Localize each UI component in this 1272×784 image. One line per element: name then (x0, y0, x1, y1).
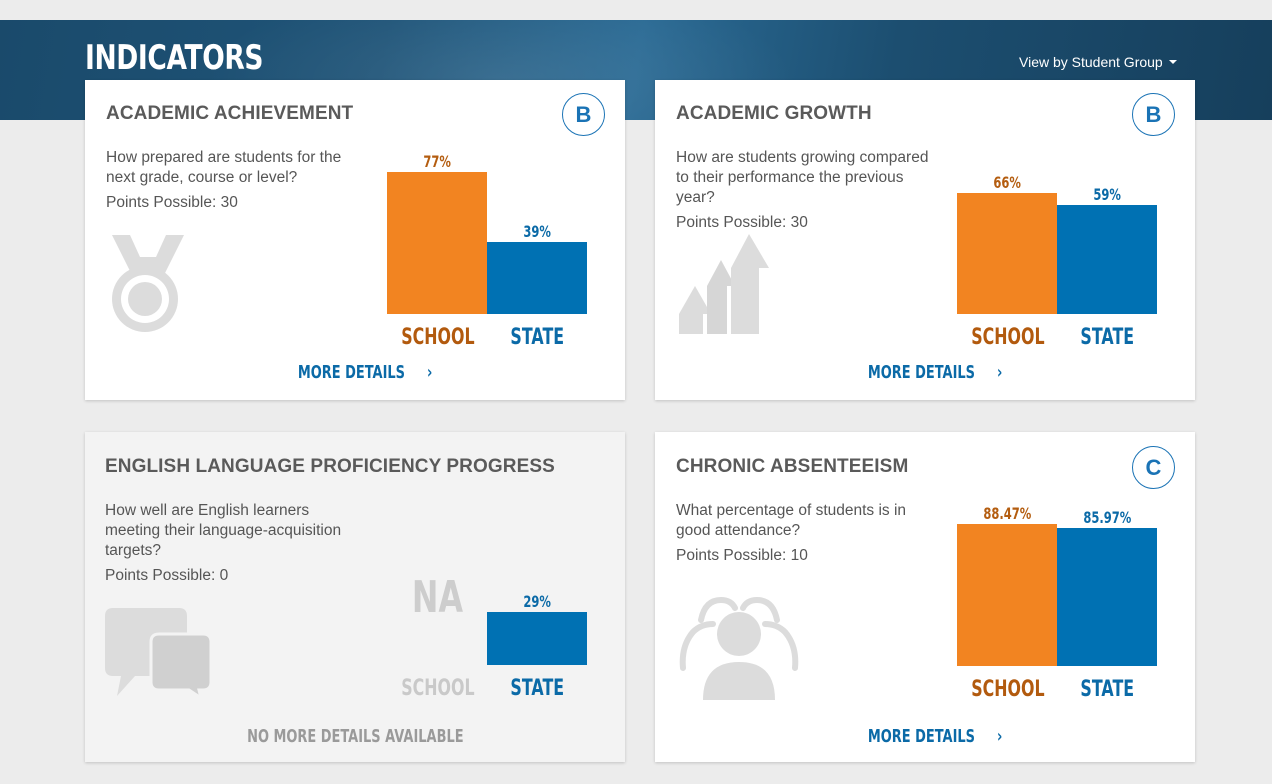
view-by-label: View by Student Group (1019, 54, 1163, 70)
grade-badge: B (562, 93, 605, 136)
school-bar (387, 172, 487, 314)
school-value-label: 77% (423, 152, 451, 172)
state-axis-label: STATE (510, 325, 564, 350)
more-details-link[interactable]: MORE DETAILS › (655, 362, 1195, 383)
more-details-label: MORE DETAILS (867, 726, 975, 747)
school-bar (957, 524, 1057, 666)
state-value-label: 29% (523, 591, 551, 611)
points-possible: Points Possible: 30 (106, 194, 238, 211)
more-details-link[interactable]: MORE DETAILS › (655, 726, 1195, 747)
card-chronic-absenteeism: CHRONIC ABSENTEEISM C What percentage of… (655, 432, 1195, 762)
card-question: What percentage of students is in good a… (676, 502, 907, 539)
card-english-language-proficiency: ENGLISH LANGUAGE PROFICIENCY PROGRESS Ho… (85, 432, 625, 762)
caret-down-icon (1168, 60, 1177, 64)
state-bar (487, 611, 587, 665)
school-axis-label: SCHOOL (971, 325, 1045, 350)
state-axis-label: STATE (1080, 677, 1134, 702)
points-possible: Points Possible: 10 (676, 547, 808, 564)
card-description: How prepared are students for the next g… (106, 148, 366, 213)
card-title: CHRONIC ABSENTEEISM (676, 456, 909, 477)
card-description: What percentage of students is in good a… (676, 501, 931, 566)
school-value-label: 66% (993, 172, 1021, 192)
speech-bubbles-icon (105, 608, 211, 698)
school-bar (957, 192, 1057, 314)
school-axis-label: SCHOOL (401, 676, 475, 701)
school-na-value: NA (411, 572, 463, 623)
more-details-label: MORE DETAILS (297, 362, 405, 383)
growth-arrows-icon (679, 234, 769, 334)
state-value-label: 85.97% (1083, 508, 1131, 528)
state-axis-label: STATE (1080, 325, 1134, 350)
school-value-label: 88.47% (983, 504, 1031, 524)
state-bar (1057, 205, 1157, 314)
page-title: INDICATORS (85, 38, 264, 78)
card-question: How are students growing compared to the… (676, 149, 929, 206)
points-possible: Points Possible: 30 (676, 214, 808, 231)
view-by-student-group-dropdown[interactable]: View by Student Group (1019, 54, 1177, 70)
chevron-right-icon: › (996, 362, 1003, 383)
card-title: ACADEMIC ACHIEVEMENT (106, 103, 354, 124)
card-title: ACADEMIC GROWTH (676, 103, 872, 124)
state-value-label: 59% (1093, 185, 1121, 205)
grade-badge: B (1132, 93, 1175, 136)
no-more-details-label: NO MORE DETAILS AVAILABLE (246, 726, 464, 747)
card-description: How are students growing compared to the… (676, 148, 931, 233)
school-axis-label: SCHOOL (971, 677, 1045, 702)
more-details-label: MORE DETAILS (867, 362, 975, 383)
state-bar (1057, 528, 1157, 666)
medal-icon (112, 235, 184, 332)
card-academic-achievement: ACADEMIC ACHIEVEMENT B How prepared are … (85, 80, 625, 400)
state-axis-label: STATE (510, 676, 564, 701)
chevron-right-icon: › (426, 362, 433, 383)
card-question: How prepared are students for the next g… (106, 149, 342, 186)
state-bar (487, 242, 587, 314)
card-question: How well are English learners meeting th… (105, 502, 342, 559)
people-group-icon (679, 596, 799, 700)
school-axis-label: SCHOOL (401, 325, 475, 350)
chevron-right-icon: › (996, 726, 1003, 747)
grade-badge: C (1132, 446, 1175, 489)
more-details-link[interactable]: MORE DETAILS › (85, 362, 625, 383)
state-value-label: 39% (523, 222, 551, 242)
card-academic-growth: ACADEMIC GROWTH B How are students growi… (655, 80, 1195, 400)
points-possible: Points Possible: 0 (105, 567, 229, 584)
card-title: ENGLISH LANGUAGE PROFICIENCY PROGRESS (105, 456, 555, 477)
card-description: How well are English learners meeting th… (105, 501, 360, 586)
